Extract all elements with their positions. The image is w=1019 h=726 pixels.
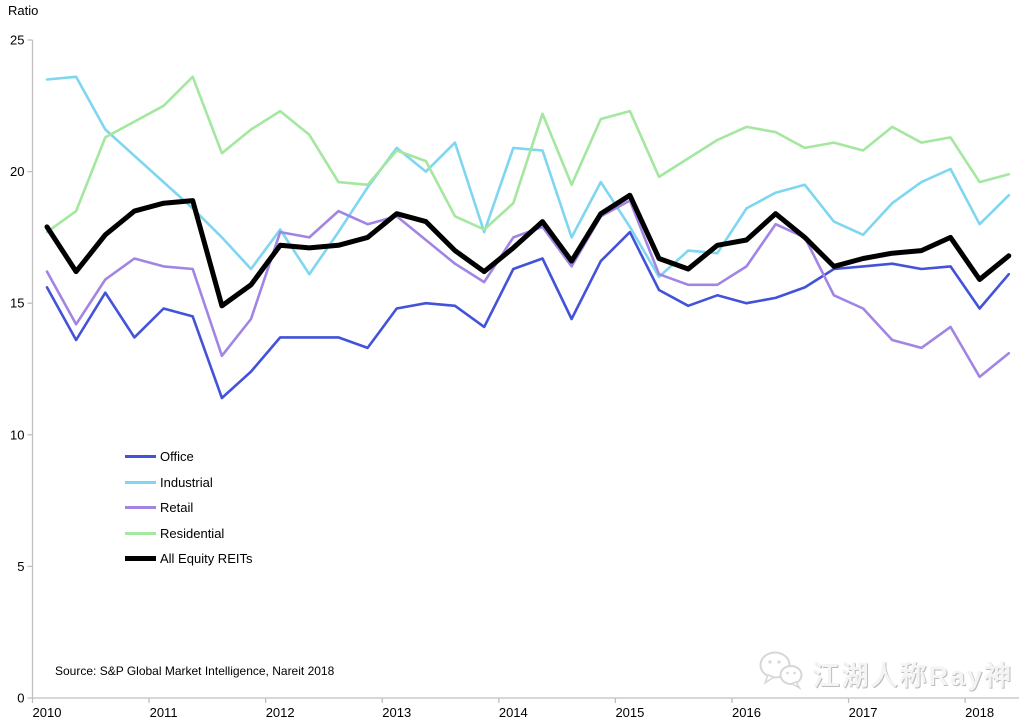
- y-tick-label: 0: [17, 691, 24, 706]
- legend: Office Industrial Retail Residential All Equ…: [125, 444, 252, 572]
- y-tick-label: 5: [17, 559, 24, 574]
- x-tick-label: 2014: [499, 705, 528, 720]
- y-tick-label: 20: [10, 164, 24, 179]
- series-line-residential: [45, 75, 1011, 234]
- x-tick-label: 2011: [150, 705, 178, 720]
- series-line-industrial: [45, 75, 1011, 279]
- legend-item-residential: Residential: [125, 521, 252, 547]
- x-tick-label: 2012: [266, 705, 295, 720]
- legend-swatch-office: [125, 455, 156, 459]
- series-line-retail: [45, 199, 1011, 379]
- wechat-icon: [758, 650, 804, 697]
- legend-swatch-residential: [125, 531, 156, 535]
- legend-label-all-equity-reits: All Equity REITs: [160, 551, 253, 567]
- watermark: 江湖人称Ray神: [758, 650, 1013, 697]
- legend-item-office: Office: [125, 444, 252, 470]
- legend-label-industrial: Industrial: [160, 474, 213, 490]
- source-note: Source: S&P Global Market Intelligence, …: [55, 664, 335, 678]
- x-tick-label: 2010: [33, 705, 62, 720]
- x-tick-label: 2017: [849, 705, 878, 720]
- legend-item-all-equity-reits: All Equity REITs: [125, 546, 252, 572]
- x-tick-label: 2016: [732, 705, 761, 720]
- legend-item-industrial: Industrial: [125, 470, 252, 496]
- watermark-text: 江湖人称Ray神: [812, 661, 1013, 691]
- y-tick-label: 25: [10, 33, 24, 48]
- legend-swatch-industrial: [125, 480, 156, 484]
- series-line-office: [45, 230, 1011, 400]
- legend-label-retail: Retail: [160, 500, 194, 516]
- legend-item-retail: Retail: [125, 495, 252, 521]
- legend-swatch-all-equity-reits: [125, 556, 156, 562]
- legend-label-residential: Residential: [160, 525, 225, 541]
- x-tick-label: 2015: [615, 705, 644, 720]
- y-tick-label: 10: [10, 427, 24, 442]
- legend-label-office: Office: [160, 449, 194, 465]
- x-tick-label: 2013: [382, 705, 411, 720]
- y-tick-label: 15: [10, 296, 24, 311]
- legend-swatch-retail: [125, 506, 156, 510]
- x-tick-label: 2018: [965, 705, 994, 720]
- y-axis-title: Ratio: [8, 3, 39, 18]
- series-line-all-equity-reits: [44, 192, 1012, 309]
